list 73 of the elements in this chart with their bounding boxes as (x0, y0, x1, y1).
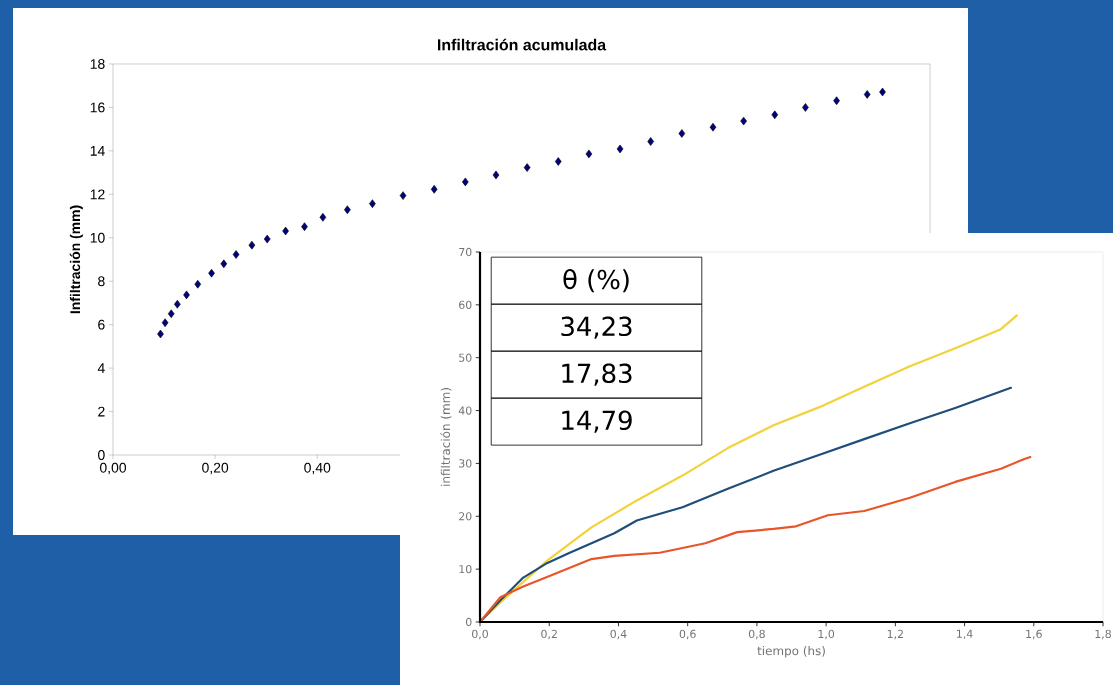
point (616, 144, 624, 154)
chart-title: Infiltración acumulada (437, 38, 607, 51)
point (802, 103, 809, 112)
point (220, 259, 228, 269)
point (232, 250, 240, 259)
y-tick-label: 0 (98, 450, 105, 460)
point (161, 318, 169, 327)
annotation: 17,83 (562, 363, 632, 386)
y-tick-label: 10 (459, 564, 472, 574)
point (678, 129, 686, 138)
y-tick-label: 40 (458, 406, 472, 415)
y-tick-label: 30 (459, 459, 472, 468)
point (430, 185, 438, 194)
point (282, 226, 289, 236)
point (369, 199, 376, 208)
y-tick-label: 4 (97, 363, 105, 373)
annotation: 14,79 (562, 410, 632, 433)
annotation: θ (%) (563, 269, 629, 293)
point (301, 222, 308, 231)
x-tick-label: 0,0 (472, 629, 488, 640)
y-tick-label: 50 (459, 353, 472, 362)
point (344, 205, 351, 215)
x-tick-label: 1,6 (1026, 629, 1042, 640)
x-tick-label: 0,4 (610, 629, 627, 640)
point (833, 96, 840, 105)
point (709, 122, 717, 132)
y-axis-title: Infiltración (mm) (69, 205, 83, 314)
x-tick-label: 0,2 (541, 629, 557, 640)
point (554, 157, 562, 166)
x-tick-label: 0,8 (748, 629, 765, 640)
point (647, 137, 654, 146)
y-tick-label: 6 (98, 319, 105, 330)
line-series (478, 455, 1032, 624)
point (263, 234, 271, 244)
point (523, 163, 531, 172)
y-tick-label: 60 (459, 300, 472, 309)
y-tick-label: 2 (98, 406, 105, 417)
y-axis-title: infiltración (mm) (440, 388, 452, 486)
x-tick-label: 0,20 (202, 462, 229, 475)
point (183, 290, 190, 300)
x-tick-label: 0,40 (304, 462, 331, 475)
point (319, 213, 327, 222)
point (740, 116, 747, 126)
y-tick-label: 20 (459, 512, 472, 521)
point (208, 268, 215, 278)
x-tick-label: 1,8 (1095, 629, 1111, 640)
x-tick-label: 1,0 (818, 629, 835, 640)
y-tick-label: 16 (90, 102, 105, 113)
x-tick-label: 1,4 (957, 629, 973, 640)
y-tick-label: 70 (459, 247, 472, 257)
point (174, 299, 181, 309)
point (879, 87, 886, 97)
point (462, 177, 469, 187)
x-tick-label: 0,6 (679, 629, 696, 640)
point (157, 329, 164, 339)
y-tick-label: 0 (465, 617, 472, 627)
annotation: 34,23 (561, 316, 632, 339)
x-tick-label: 1,2 (887, 629, 903, 640)
point (167, 309, 175, 319)
point (399, 191, 407, 200)
point (492, 170, 500, 180)
point (194, 279, 202, 289)
x-tick-label: 0,00 (99, 462, 127, 475)
y-tick-label: 18 (90, 59, 105, 69)
y-tick-label: 14 (90, 146, 105, 156)
y-tick-label: 10 (90, 232, 105, 243)
x-axis-title: tiempo (hs) (757, 646, 825, 658)
point (771, 110, 779, 120)
y-tick-label: 12 (90, 189, 105, 200)
point (863, 90, 871, 99)
point (248, 240, 256, 250)
point (585, 149, 593, 159)
y-tick-label: 8 (98, 276, 105, 287)
